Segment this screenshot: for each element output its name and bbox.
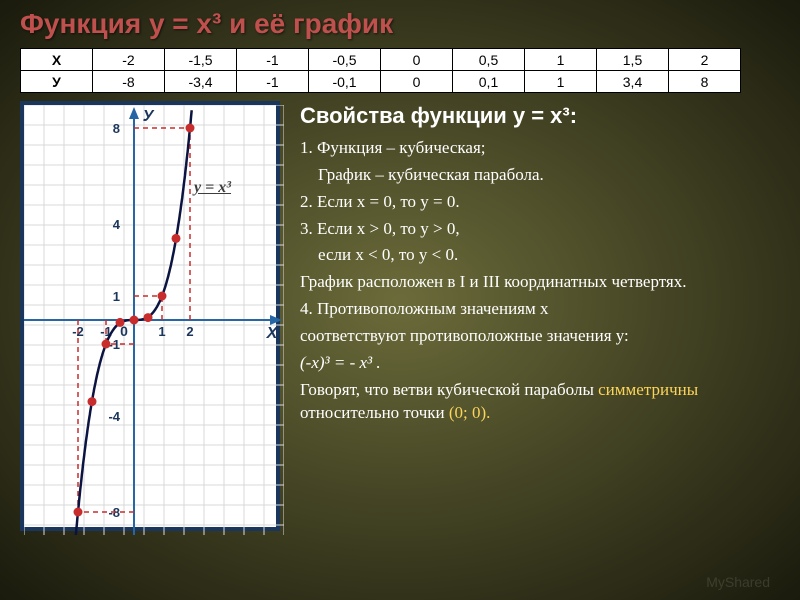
chart-svg: XУ0-2-112-8-4-1148 xyxy=(24,105,284,535)
prop-line-5: Говорят, что ветви кубической параболы с… xyxy=(300,379,780,425)
svg-text:8: 8 xyxy=(113,121,120,136)
cubic-chart: XУ0-2-112-8-4-1148 y = x³ xyxy=(20,101,280,531)
table-cell: 8 xyxy=(669,71,741,93)
title-text: Функция y = x³ и её график xyxy=(20,8,393,39)
table-cell: 0,1 xyxy=(453,71,525,93)
table-cell: 0,5 xyxy=(453,49,525,71)
svg-text:2: 2 xyxy=(186,324,193,339)
table-cell: 3,4 xyxy=(597,71,669,93)
table-header-x: Х xyxy=(21,49,93,71)
values-table: Х -2-1,5-1-0,500,511,52 У -8-3,4-1-0,100… xyxy=(20,48,741,93)
svg-text:4: 4 xyxy=(113,217,121,232)
table-cell: -2 xyxy=(93,49,165,71)
table-cell: -1 xyxy=(237,71,309,93)
prop-line-3c: График расположен в I и III координатных… xyxy=(300,271,780,294)
watermark: MyShared xyxy=(706,574,770,590)
prop-line-4a: 4. Противоположным значениям х xyxy=(300,298,780,321)
table-header-y: У xyxy=(21,71,93,93)
prop-line-1b: График – кубическая парабола. xyxy=(300,164,780,187)
table-cell: -1,5 xyxy=(165,49,237,71)
curve-label: y = x³ xyxy=(194,179,231,197)
prop-line-1a: 1. Функция – кубическая; xyxy=(300,137,780,160)
properties-panel: Свойства функции у = х³: 1. Функция – ку… xyxy=(300,101,780,531)
properties-title: Свойства функции у = х³: xyxy=(300,101,780,131)
table-cell: 0 xyxy=(381,49,453,71)
table-row-y: У -8-3,4-1-0,100,113,48 xyxy=(21,71,741,93)
svg-text:1: 1 xyxy=(113,289,120,304)
table-row-x: Х -2-1,5-1-0,500,511,52 xyxy=(21,49,741,71)
prop-line-4c: (-х)³ = - х³ . xyxy=(300,352,780,375)
prop-line-2: 2. Если х = 0, то у = 0. xyxy=(300,191,780,214)
table-cell: 1 xyxy=(525,49,597,71)
table-cell: 1,5 xyxy=(597,49,669,71)
table-cell: 2 xyxy=(669,49,741,71)
table-cell: -0,1 xyxy=(309,71,381,93)
slide-title: Функция y = x³ и её график xyxy=(0,0,800,44)
table-cell: 1 xyxy=(525,71,597,93)
prop-line-4b: соответствуют противоположные значения у… xyxy=(300,325,780,348)
table-cell: -3,4 xyxy=(165,71,237,93)
prop-line-3a: 3. Если х > 0, то у > 0, xyxy=(300,218,780,241)
svg-text:X: X xyxy=(266,325,279,342)
svg-text:1: 1 xyxy=(158,324,165,339)
prop-line-3b: если х < 0, то у < 0. xyxy=(300,244,780,267)
svg-text:У: У xyxy=(143,108,155,125)
table-cell: -8 xyxy=(93,71,165,93)
table-cell: -0,5 xyxy=(309,49,381,71)
svg-text:-4: -4 xyxy=(108,409,120,424)
table-cell: -1 xyxy=(237,49,309,71)
table-cell: 0 xyxy=(381,71,453,93)
